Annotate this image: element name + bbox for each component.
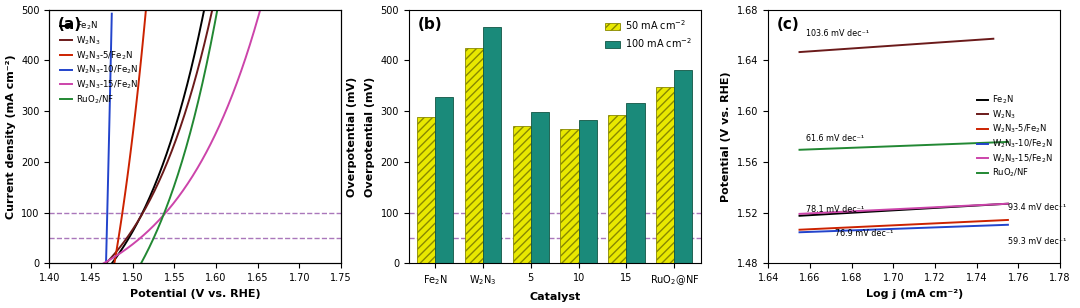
Bar [579,120,597,263]
Bar [483,27,501,263]
Text: (c): (c) [777,17,800,32]
Text: 59.3 mV dec⁻¹: 59.3 mV dec⁻¹ [1008,237,1066,246]
Text: (b): (b) [418,17,442,32]
Bar [561,129,579,263]
Text: 76.9 mV dec⁻¹: 76.9 mV dec⁻¹ [835,229,893,238]
Y-axis label: Overpotential (mV): Overpotential (mV) [347,76,356,197]
Text: 103.6 mV dec⁻¹: 103.6 mV dec⁻¹ [806,29,869,38]
Y-axis label: Potential (V vs. RHE): Potential (V vs. RHE) [721,71,731,202]
Bar [530,111,549,263]
X-axis label: Potential (V vs. RHE): Potential (V vs. RHE) [130,289,260,299]
Legend: Fe$_2$N, W$_2$N$_3$, W$_2$N$_3$-5/Fe$_2$N, W$_2$N$_3$-10/Fe$_2$N, W$_2$N$_3$-15/: Fe$_2$N, W$_2$N$_3$, W$_2$N$_3$-5/Fe$_2$… [973,91,1056,183]
Bar [464,48,483,263]
Y-axis label: Current density (mA cm⁻²): Current density (mA cm⁻²) [5,54,15,219]
Bar [656,87,674,263]
Bar [435,97,454,263]
Bar [417,117,435,263]
X-axis label: Log j (mA cm⁻²): Log j (mA cm⁻²) [865,289,962,299]
Y-axis label: Overpotential (mV): Overpotential (mV) [365,76,375,197]
Bar [608,115,626,263]
Legend: Fe$_2$N, W$_2$N$_3$, W$_2$N$_3$-5/Fe$_2$N, W$_2$N$_3$-10/Fe$_2$N, W$_2$N$_3$-15/: Fe$_2$N, W$_2$N$_3$, W$_2$N$_3$-5/Fe$_2$… [56,16,141,109]
Text: 93.4 mV dec⁻¹: 93.4 mV dec⁻¹ [1008,203,1066,212]
Text: 61.6 mV dec⁻¹: 61.6 mV dec⁻¹ [806,135,864,144]
Bar [626,103,645,263]
Text: 78.1 mV dec⁻¹: 78.1 mV dec⁻¹ [806,205,864,214]
Text: (a): (a) [58,17,82,32]
Bar [513,126,530,263]
Bar [674,71,692,263]
Legend: 50 mA cm$^{-2}$, 100 mA cm$^{-2}$: 50 mA cm$^{-2}$, 100 mA cm$^{-2}$ [602,14,696,54]
X-axis label: Catalyst: Catalyst [529,292,580,302]
